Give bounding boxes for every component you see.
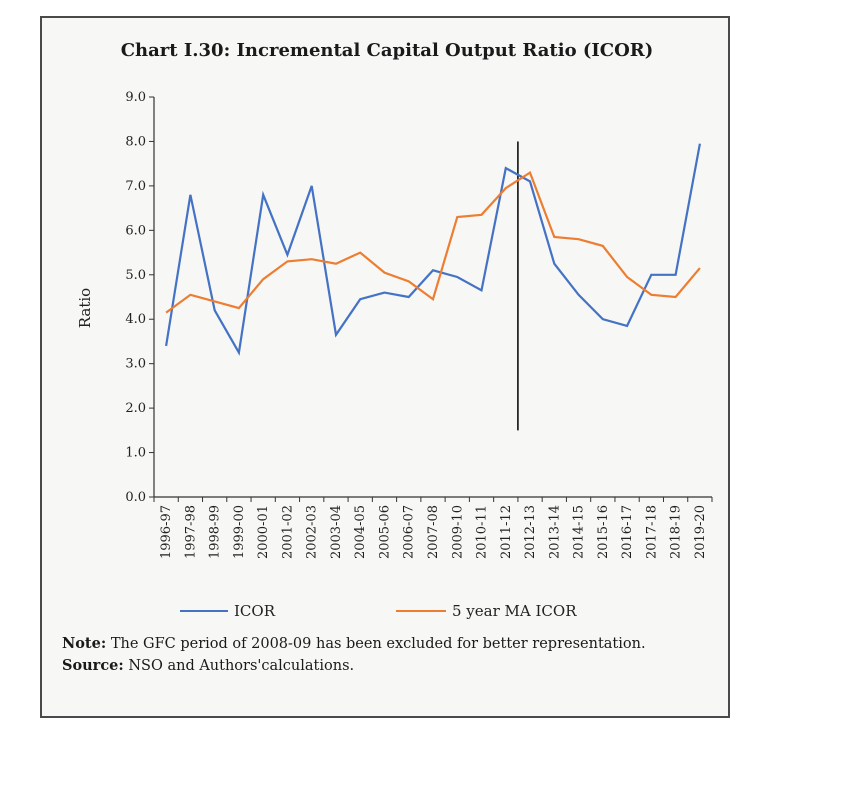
y-tick-label: 9.0 <box>125 90 146 105</box>
y-tick-label: 0.0 <box>125 490 146 505</box>
x-tick-label: 2005-06 <box>377 505 392 559</box>
x-tick-label: 2011-12 <box>499 505 514 559</box>
x-tick-label: 1997-98 <box>183 505 198 559</box>
ma-icor-series-line <box>165 170 701 314</box>
source-text: NSO and Authors'calculations. <box>128 658 355 674</box>
line-chart: Chart I.30: Incremental Capital Output R… <box>76 40 713 620</box>
y-tick-label: 7.0 <box>125 179 146 194</box>
x-tick-label: 1998-99 <box>208 505 223 559</box>
x-tick-label: 2001-02 <box>280 505 295 559</box>
x-tick-label: 2013-14 <box>547 505 562 559</box>
x-tick-label: 2012-13 <box>523 505 538 559</box>
x-tick-label: 2007-08 <box>426 505 441 559</box>
y-axis-label: Ratio <box>76 288 94 328</box>
x-tick-label: 2010-11 <box>475 505 490 559</box>
icor-series-line <box>165 143 701 356</box>
chart-title: Chart I.30: Incremental Capital Output R… <box>121 40 654 61</box>
y-tick-label: 4.0 <box>125 312 146 327</box>
y-tick-label: 1.0 <box>125 446 146 461</box>
axes: 0.0 1.0 2.0 3.0 4.0 5.0 6.0 7.0 8.0 9.0 1996-97 199… <box>125 90 713 559</box>
x-tick-label: 2018-19 <box>669 505 684 559</box>
legend-icor-label: ICOR <box>234 602 276 620</box>
x-tick-label: 2000-01 <box>256 505 271 559</box>
chart-panel: Chart I.30: Incremental Capital Output R… <box>40 16 730 718</box>
y-tick-label: 6.0 <box>125 223 146 238</box>
x-tick-label: 2019-20 <box>693 505 708 559</box>
y-tick-label: 3.0 <box>125 357 146 372</box>
x-tick-label: 2006-07 <box>402 505 417 559</box>
note-label: Note: <box>62 635 107 652</box>
y-tick-label: 8.0 <box>125 134 146 149</box>
x-tick-label: 2009-10 <box>450 505 465 559</box>
source-paragraph: Source: NSO and Authors'calculations. <box>62 655 714 677</box>
x-tick-label: 2014-15 <box>572 505 587 559</box>
x-tick-label: 1999-00 <box>232 505 247 559</box>
note-paragraph: Note: The GFC period of 2008-09 has been… <box>62 633 714 655</box>
x-tick-label: 1996-97 <box>159 505 174 559</box>
x-tick-label: 2002-03 <box>305 505 320 559</box>
source-label: Source: <box>62 657 124 674</box>
y-tick-label: 2.0 <box>125 401 146 416</box>
legend-ma-label: 5 year MA ICOR <box>452 602 577 620</box>
legend: ICOR 5 year MA ICOR <box>180 602 577 620</box>
x-tick-label: 2016-17 <box>620 505 635 559</box>
note-text: The GFC period of 2008-09 has been exclu… <box>110 636 646 652</box>
x-tick-label: 2003-04 <box>329 505 344 559</box>
series-layer <box>165 143 701 356</box>
x-tick-label: 2017-18 <box>644 505 659 559</box>
y-tick-label: 5.0 <box>125 268 146 283</box>
x-tick-label: 2015-16 <box>596 505 611 559</box>
x-tick-label: 2004-05 <box>353 505 368 559</box>
notes: Note: The GFC period of 2008-09 has been… <box>62 633 714 677</box>
